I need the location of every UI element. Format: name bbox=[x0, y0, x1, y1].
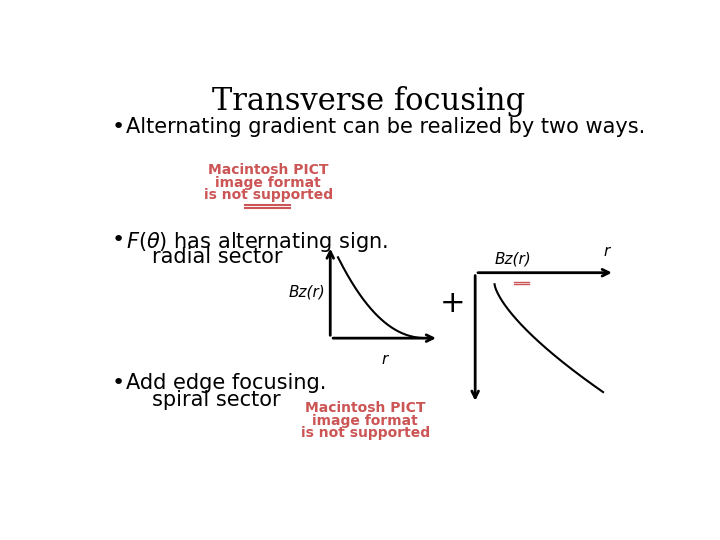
Text: Macintosh PICT: Macintosh PICT bbox=[208, 164, 328, 177]
Text: $F(\theta)$ has alternating sign.: $F(\theta)$ has alternating sign. bbox=[126, 231, 388, 254]
Text: Bz(r): Bz(r) bbox=[289, 285, 325, 300]
Text: radial sector: radial sector bbox=[152, 247, 282, 267]
Text: •: • bbox=[112, 373, 125, 393]
Text: Alternating gradient can be realized by two ways.: Alternating gradient can be realized by … bbox=[126, 117, 645, 137]
Text: •: • bbox=[112, 231, 125, 251]
Text: r: r bbox=[382, 352, 387, 367]
Text: Macintosh PICT: Macintosh PICT bbox=[305, 401, 426, 415]
Text: Add edge focusing.: Add edge focusing. bbox=[126, 373, 326, 393]
Text: Transverse focusing: Transverse focusing bbox=[212, 86, 526, 117]
Text: is not supported: is not supported bbox=[300, 426, 430, 440]
Text: •: • bbox=[112, 117, 125, 137]
Text: r: r bbox=[604, 244, 610, 259]
Text: image format: image format bbox=[215, 176, 321, 190]
Text: is not supported: is not supported bbox=[204, 188, 333, 202]
Text: spiral sector: spiral sector bbox=[152, 390, 281, 410]
Text: image format: image format bbox=[312, 414, 418, 428]
Text: Bz(r): Bz(r) bbox=[495, 252, 531, 267]
Text: +: + bbox=[440, 289, 466, 318]
